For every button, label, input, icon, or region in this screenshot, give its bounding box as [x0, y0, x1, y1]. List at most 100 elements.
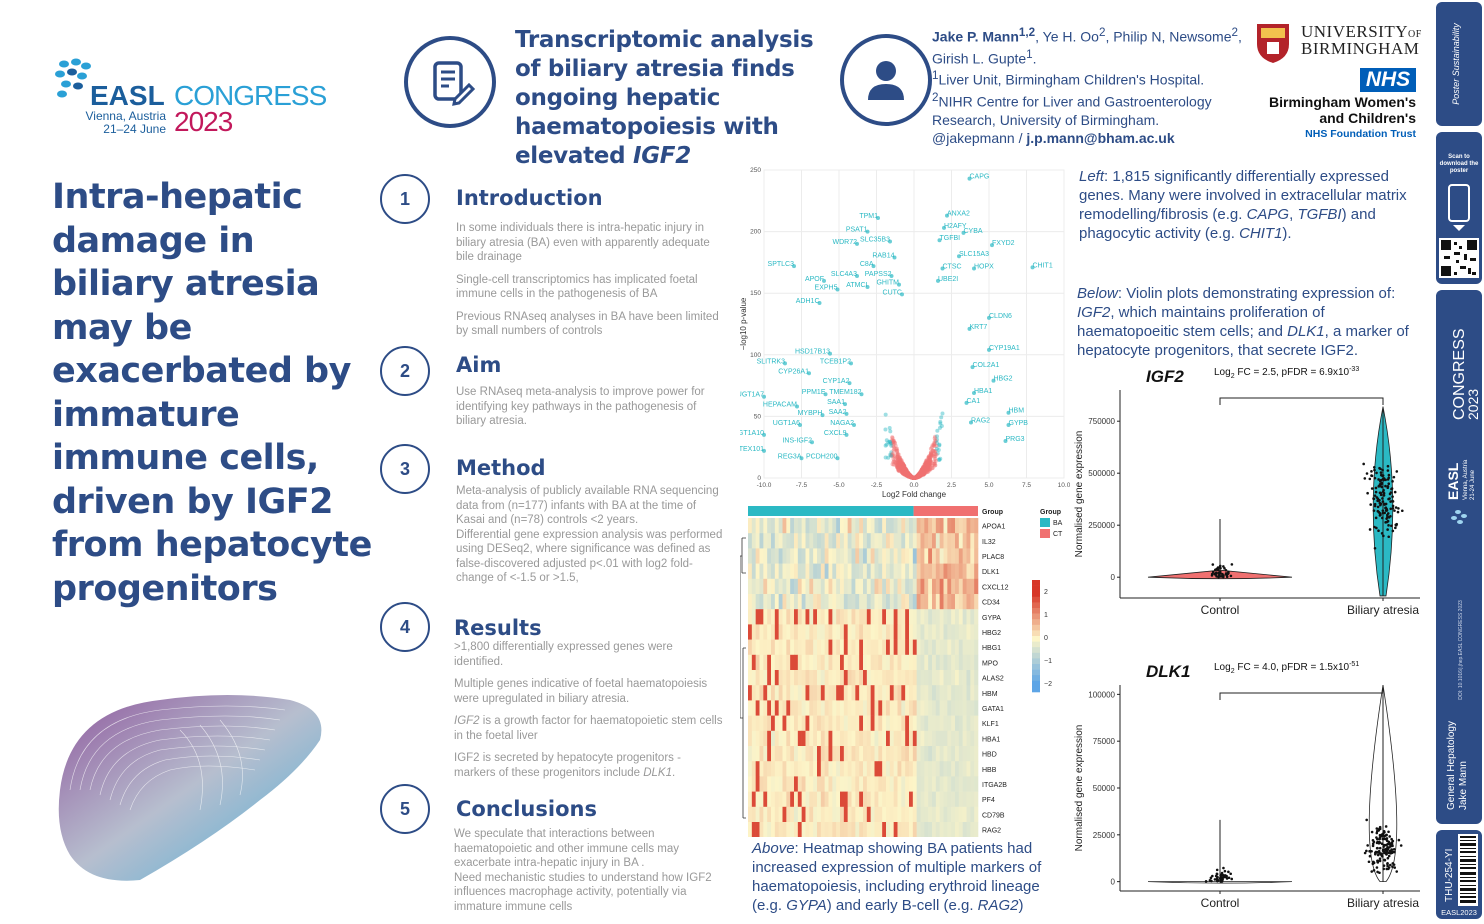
volcano-point	[910, 475, 915, 480]
volcano-point	[914, 475, 919, 480]
heatmap-cell	[832, 715, 837, 732]
heatmap-cell	[759, 518, 764, 534]
heatmap-cell	[955, 563, 960, 580]
heatmap-cell	[751, 806, 756, 823]
heatmap-cell	[932, 776, 937, 792]
volcano-point	[917, 471, 922, 476]
heatmap-cell	[901, 822, 906, 837]
heatmap-cell	[897, 806, 902, 823]
heatmap-cell	[920, 806, 925, 823]
heatmap-cell	[874, 761, 879, 777]
volcano-gene-label: RAB14	[872, 252, 894, 259]
heatmap-cell	[794, 654, 799, 671]
heatmap-cell	[820, 806, 825, 823]
volcano-point	[903, 468, 908, 473]
volcano-point	[925, 467, 930, 472]
heatmap-cell	[840, 654, 845, 671]
volcano-point	[935, 428, 940, 433]
volcano-point	[913, 475, 918, 480]
heatmap-cell	[893, 639, 898, 656]
volcano-point	[924, 460, 929, 465]
heatmap-cell	[943, 730, 948, 747]
volcano-point	[920, 470, 925, 475]
volcano-point	[905, 472, 910, 477]
heatmap-cell	[935, 609, 940, 625]
heatmap-cell	[958, 700, 963, 716]
violin-y-tick: 0	[1111, 878, 1116, 887]
heatmap-cell	[905, 822, 910, 837]
twitter-handle[interactable]: @jakepmann /	[932, 129, 1027, 146]
volcano-point	[927, 467, 932, 472]
violin-ba-point	[1388, 835, 1391, 838]
volcano-point	[891, 440, 896, 445]
heatmap-cell	[801, 776, 806, 792]
violin-ba-point	[1376, 505, 1380, 509]
heatmap-cell	[889, 715, 894, 732]
heatmap-cell	[794, 715, 799, 732]
results-paragraph: IGF2 is secreted by hepatocyte progenito…	[454, 751, 724, 780]
heatmap-cell	[974, 776, 979, 792]
heatmap-gene-label: CXCL12	[982, 584, 1009, 591]
heatmap-cell	[778, 670, 783, 686]
violin-ba-point	[1379, 852, 1383, 855]
volcano-point	[907, 473, 912, 478]
volcano-point	[916, 473, 921, 478]
heatmap-cell	[955, 670, 960, 686]
volcano-point	[906, 474, 911, 479]
document-edit-icon	[404, 36, 496, 128]
heatmap-cell	[851, 715, 856, 732]
violin-ba-point	[1386, 469, 1390, 472]
heatmap-cell	[920, 791, 925, 808]
heatmap-cell	[763, 746, 768, 762]
volcano-point	[921, 471, 926, 476]
heatmap-cell	[882, 685, 887, 701]
volcano-point	[888, 452, 893, 457]
volcano-label-point	[799, 456, 804, 461]
heatmap-cell	[928, 609, 933, 625]
volcano-point	[917, 472, 922, 477]
heatmap-cell	[955, 806, 960, 823]
heatmap-cell	[893, 594, 898, 610]
heatmap-gene-label: KLF1	[982, 721, 999, 728]
volcano-point	[906, 474, 911, 479]
volcano-point	[925, 465, 930, 470]
qr-code-icon[interactable]	[1436, 236, 1482, 280]
heatmap-cell	[882, 806, 887, 823]
volcano-point	[922, 466, 927, 471]
volcano-label-point	[967, 326, 972, 331]
heatmap-cell	[767, 746, 772, 762]
volcano-point	[919, 469, 924, 474]
heatmap-cell	[817, 563, 822, 580]
caption-below-end: , a marker of hepatocyte progenitors, th…	[1077, 323, 1409, 359]
heatmap-cell	[932, 639, 937, 656]
heatmap-cell	[863, 791, 868, 808]
heatmap-cell	[820, 624, 825, 640]
violin-ba-point	[1381, 500, 1385, 503]
volcano-gene-label: CXCL9	[824, 430, 847, 437]
heatmap-cell	[748, 806, 753, 823]
volcano-point	[920, 470, 925, 475]
heatmap-cell	[893, 685, 898, 701]
volcano-point	[908, 474, 913, 479]
volcano-point	[906, 474, 911, 479]
volcano-point	[894, 446, 899, 451]
heatmap-cell	[836, 533, 841, 549]
volcano-point	[913, 475, 918, 480]
heatmap-cell	[759, 578, 764, 595]
heatmap-cell	[817, 548, 822, 564]
heatmap-cell	[974, 730, 979, 747]
volcano-point	[916, 474, 921, 479]
heatmap-cell	[886, 746, 891, 762]
volcano-gene-label: INS-IGF2	[782, 437, 812, 444]
volcano-point	[912, 475, 917, 480]
volcano-point	[930, 443, 935, 448]
volcano-point	[932, 441, 937, 446]
sidebar-download-block[interactable]: Scan to download the poster	[1436, 132, 1482, 284]
heatmap-cell	[840, 624, 845, 640]
email-link[interactable]: j.p.mann@bham.ac.uk	[1026, 129, 1175, 146]
heatmap-cell	[870, 761, 875, 777]
volcano-gene-label: PCDH200	[806, 453, 838, 460]
heatmap-cell	[794, 670, 799, 686]
heatmap-cell	[905, 730, 910, 747]
poster-id: THU-254-YI	[1444, 849, 1455, 902]
